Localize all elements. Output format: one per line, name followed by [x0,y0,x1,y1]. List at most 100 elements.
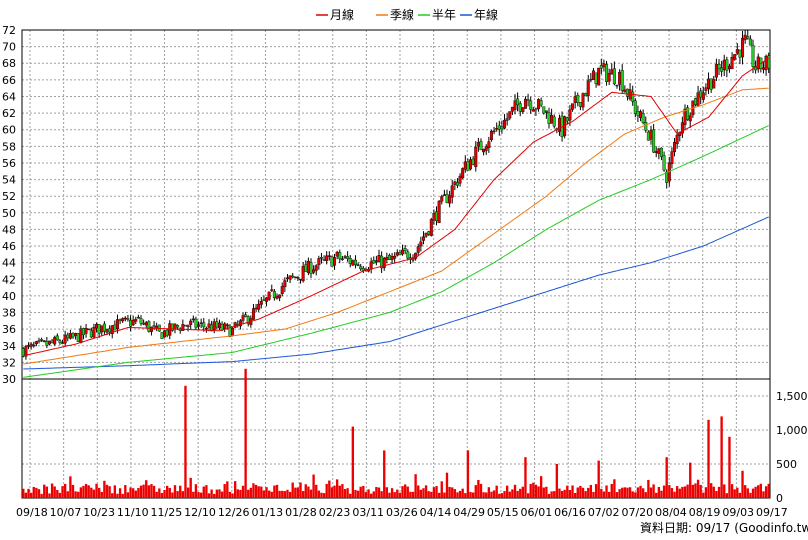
candle-body [220,323,224,331]
volume-bar [79,487,83,498]
ma-half-line [23,125,769,378]
volume-bar [338,485,341,498]
date-tick-label: 12/10 [184,506,216,519]
candle-body [312,269,316,273]
volume-bar [27,488,30,498]
date-tick-label: 09/18 [16,506,48,519]
candle-body [421,236,425,241]
volume-bar [500,493,504,498]
volume-bar [233,481,237,498]
volume-bar [505,485,509,498]
volume-bar [249,487,253,498]
price-tick-label: 34 [2,340,16,353]
volume-bar [419,489,423,498]
volume-bar [681,486,684,498]
candle-body [764,55,768,71]
volume-bar [129,487,132,498]
volume-bar [205,485,208,498]
volume-bar [401,486,404,498]
candle-body [403,248,407,251]
volume-bar [725,493,729,498]
volume-bar [542,487,545,498]
volume-bar [320,492,323,498]
candle-body [469,159,473,170]
candle-body [238,320,242,327]
volume-bar [707,419,710,498]
volume-bar [487,487,491,498]
volume-bar [74,491,77,498]
candle-body [427,231,431,235]
candle-body [202,322,206,328]
candle-body [27,345,31,347]
candle-body [597,67,601,86]
candle-body [693,98,697,105]
price-tick-label: 46 [2,240,16,253]
candle-body [387,255,391,260]
volume-bar [82,485,85,498]
candle-body [291,275,295,278]
candle-body [649,130,653,140]
candle-body [142,322,146,325]
volume-bar [283,491,287,498]
volume-bar [427,491,430,498]
candle-body [304,264,308,272]
volume-bar [134,490,137,498]
volume-bar [757,485,760,498]
volume-bar [43,484,46,498]
price-tick-label: 58 [2,140,16,153]
candle-body [484,146,488,151]
volume-bar [40,493,43,498]
candle-body [168,323,172,336]
volume-bar [275,484,279,498]
candle-body [87,328,91,331]
volume-bar [202,486,205,498]
date-tick-label: 12/26 [218,506,250,519]
volume-bar [380,491,383,498]
candle-body [735,49,739,54]
candle-body [586,80,590,96]
candle-body [293,276,297,279]
volume-bar [464,493,467,498]
candle-body [652,129,656,153]
volume-bar [273,485,276,498]
candle-body [741,37,745,58]
volume-bar [108,486,111,498]
candle-body [181,324,185,331]
volume-bar [61,486,64,498]
candle-body [267,291,271,300]
candle-body [699,90,703,98]
candle-body [32,344,36,347]
volume-bar [469,492,472,498]
candles [21,29,771,360]
candle-body [725,59,729,71]
volume-bar [537,486,540,498]
volume-bar [66,491,69,498]
candle-body [497,125,501,130]
volume-bar [260,486,263,498]
price-tick-label: 30 [2,373,16,386]
candle-body [97,324,101,334]
candle-body [665,171,669,183]
volume-bar [555,464,559,498]
volume-bar [720,416,723,498]
volume-bar [558,488,561,498]
volume-bar [738,492,742,498]
volume-bar [163,489,166,498]
legend-label: 半年 [432,8,456,22]
candle-body [675,134,679,145]
volume-bar [194,484,198,498]
volume-bar [696,479,700,498]
candle-body [696,92,700,107]
volume-bar [160,492,164,498]
candle-body [474,146,478,168]
candle-body [455,182,459,186]
candle-body [314,265,318,271]
volume-bar [226,481,229,498]
volume-bar [613,479,616,498]
price-tick-label: 36 [2,323,16,336]
candle-body [170,323,174,331]
candle-body [591,70,595,80]
candle-body [301,266,305,282]
candle-body [149,326,153,332]
volume-bar [607,491,611,498]
